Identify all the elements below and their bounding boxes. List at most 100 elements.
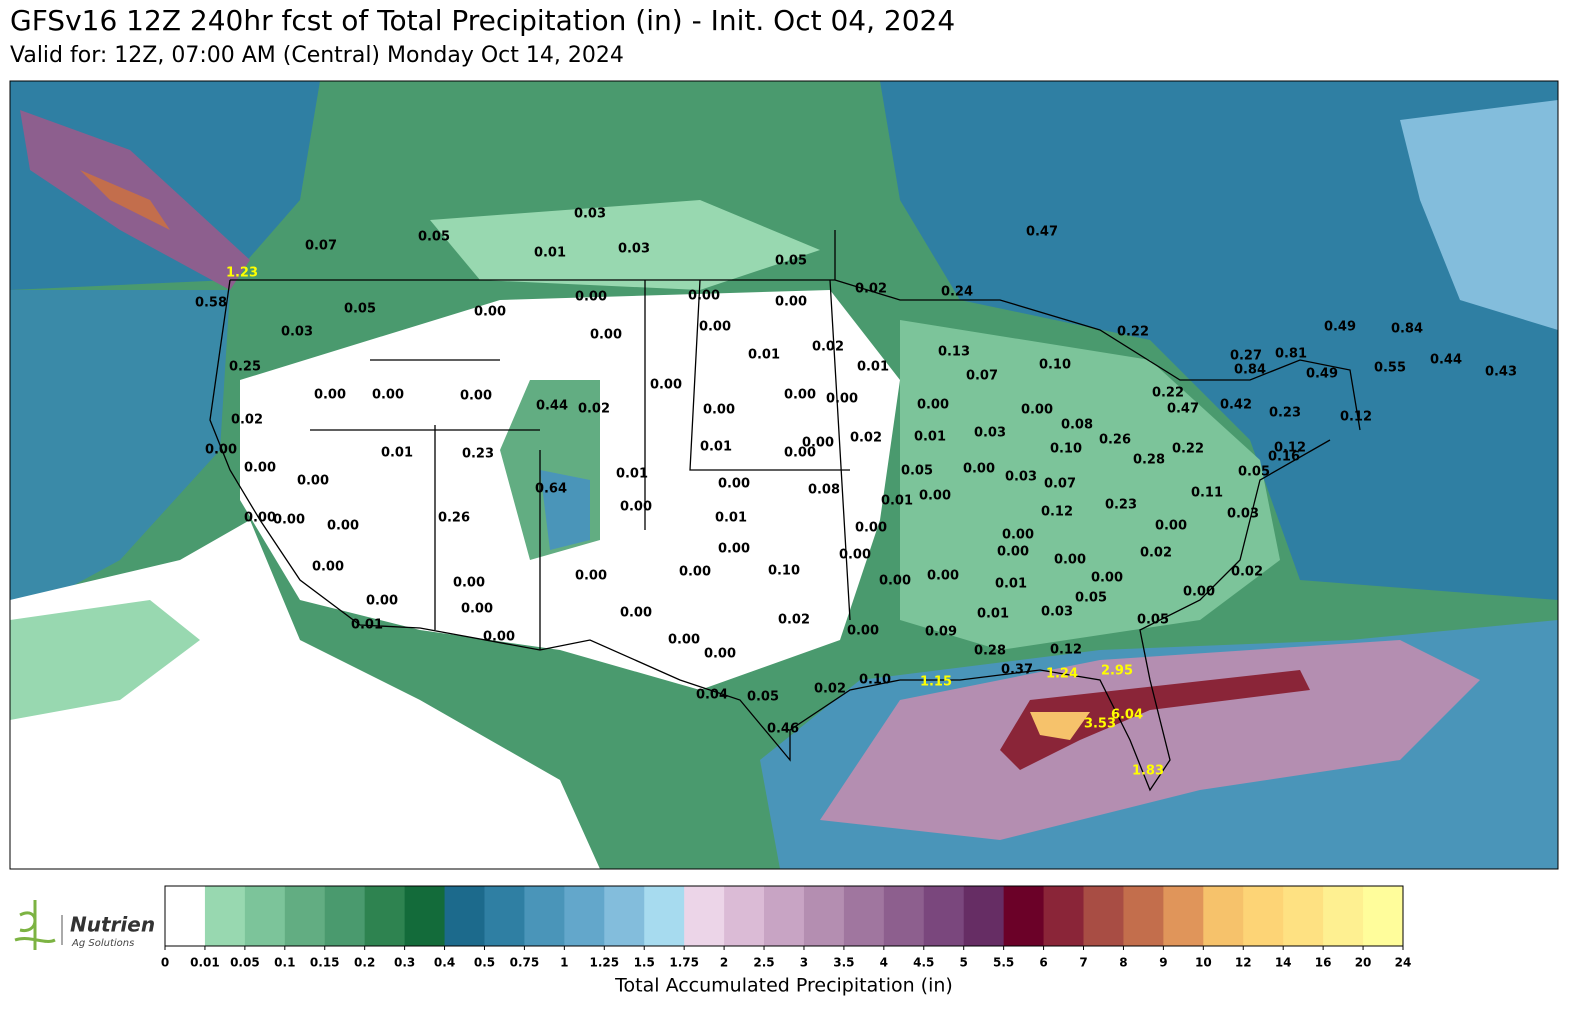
point-label: 0.00 [1054,553,1086,568]
point-label: 0.00 [314,388,346,403]
point-label: 0.43 [1485,365,1517,380]
point-label: 0.44 [536,399,568,414]
point-label: 0.58 [195,296,227,311]
colorbar-tick-label: 0.4 [434,956,455,970]
point-label: 0.02 [1231,565,1263,580]
point-label: 0.00 [718,477,750,492]
point-label: 0.28 [974,644,1006,659]
point-label: 0.00 [650,378,682,393]
point-label: 0.00 [839,548,871,563]
point-label: 0.00 [1155,519,1187,534]
point-label: 0.00 [244,461,276,476]
point-label: 0.07 [1044,477,1076,492]
colorbar-tick-label: 6 [1039,956,1047,970]
heavy-point-label: 1.15 [920,675,952,690]
borders [209,230,1361,792]
colorbar-tick-label: 0.1 [274,956,295,970]
state-lines [310,279,851,650]
colorbar-tick-label: 1.75 [669,956,699,970]
heavy-point-label: 1.24 [1046,667,1078,682]
colorbar-bin [1123,886,1164,946]
point-label: 0.01 [881,494,913,509]
field-blue-pacific [10,290,230,620]
point-label: 0.26 [1099,433,1131,448]
colorbar-tick-label: 0.15 [310,956,340,970]
point-label: 0.16 [1268,450,1300,465]
point-label: 0.00 [453,576,485,591]
heavy-point-label: 2.95 [1101,664,1133,679]
point-label: 0.00 [802,436,834,451]
point-label: 0.00 [855,521,887,536]
point-label: 0.02 [231,413,263,428]
point-label: 0.00 [919,489,951,504]
colorbar-bin [1163,886,1204,946]
colorbar-tick-label: 24 [1395,956,1412,970]
colorbar-tick-label: 0.2 [354,956,375,970]
point-label: 0.01 [381,446,413,461]
point-label: 0.00 [1021,403,1053,418]
colorbar-tick-label: 0 [161,956,169,970]
point-label: 0.00 [244,511,276,526]
colorbar: 0 0.01 0.05 0.1 0.15 0.2 0.3 0.4 0.5 0.75 1 1.25 1.5… [161,885,1412,970]
point-label: 0.07 [966,369,998,384]
colorbar-tick-label: 1.25 [589,956,619,970]
heavy-point-label: 1.23 [226,266,258,281]
canada-border [230,230,1361,431]
point-label: 0.00 [917,398,949,413]
point-label: 0.05 [1238,465,1270,480]
logo: Nutrien Ag Solutions [14,900,155,950]
point-label: 0.00 [312,560,344,575]
point-label: 0.47 [1026,225,1058,240]
point-label: 0.00 [718,542,750,557]
point-label: 0.00 [483,630,515,645]
point-label: 0.49 [1324,320,1356,335]
point-label: 0.55 [1374,361,1406,376]
point-label: 0.00 [784,446,816,461]
point-label: 0.00 [575,569,607,584]
colorbar-tick-label: 0.75 [510,956,540,970]
value-labels: 0.030.050.07 0.01 0.030.050.470.58 0.00 0.00… [195,207,1517,779]
point-label: 0.00 [826,392,858,407]
colorbar-bin [923,886,965,946]
subtitle: Valid for: 12Z, 07:00 AM (Central) Monda… [10,43,624,68]
point-label: 0.47 [1167,402,1199,417]
point-label: 0.00 [460,389,492,404]
point-label: 0.00 [297,474,329,489]
point-label: 0.03 [974,426,1006,441]
point-label: 0.00 [879,574,911,589]
colorbar-tick-label: 4 [880,956,888,970]
field-purple-gulf [820,640,1480,840]
colorbar-tick-label: 0.5 [474,956,495,970]
point-label: 0.02 [855,282,887,297]
colorbar-bin [165,886,206,946]
point-label: 0.05 [344,302,376,317]
point-label: 0.26 [438,511,470,526]
point-label: 0.01 [616,467,648,482]
title: GFSv16 12Z 240hr fcst of Total Precipita… [10,4,955,37]
colorbar-bin [1243,886,1284,946]
colorbar-bin [1003,886,1045,946]
point-label: 0.05 [775,254,807,269]
colorbar-tick-label: 9 [1159,956,1167,970]
point-label: 0.01 [534,246,566,261]
point-label: 0.01 [977,607,1009,622]
point-label: 0.10 [1050,442,1082,457]
colorbar-bin [803,886,845,946]
colorbar-tick-label: 4.5 [913,956,934,970]
us-coast [209,279,1331,792]
colorbar-tick-label: 12 [1235,956,1252,970]
point-label: 0.22 [1152,386,1184,401]
field-blue-ne [880,81,1558,600]
field-light-green-plains [430,200,820,290]
point-label: 0.01 [748,348,780,363]
field-red-gulf [1000,670,1310,770]
point-label: 0.49 [1306,367,1338,382]
colorbar-tick-label: 2 [720,956,728,970]
point-label: 0.03 [281,325,313,340]
point-label: 0.46 [767,722,799,737]
point-label: 0.22 [1117,325,1149,340]
point-label: 0.23 [462,447,494,462]
point-label: 0.01 [857,360,889,375]
point-label: 0.00 [372,388,404,403]
point-label: 0.05 [901,464,933,479]
